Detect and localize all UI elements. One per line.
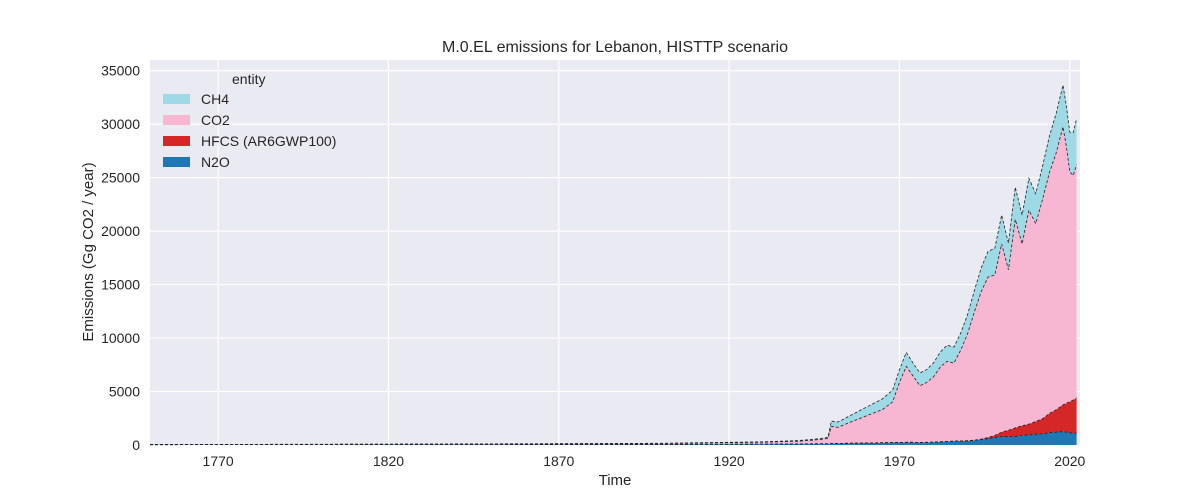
boundary-lines <box>149 85 1077 446</box>
legend: entity CH4 CO2 HFCS (AR6GWP100) N2O <box>163 71 336 170</box>
y-tick-label: 20000 <box>101 223 140 239</box>
y-tick-label: 25000 <box>101 170 140 186</box>
legend-label-ch4: CH4 <box>201 91 229 107</box>
legend-swatch-n2o <box>163 157 190 167</box>
y-tick-label: 0 <box>132 437 140 453</box>
x-tick-label: 1970 <box>884 453 915 469</box>
area-n2o <box>150 431 1077 445</box>
boundary-co2 <box>149 126 1077 445</box>
x-tick-label: 1820 <box>373 453 404 469</box>
y-tick-label: 35000 <box>101 63 140 79</box>
x-tick-label: 1770 <box>203 453 234 469</box>
y-tick-label: 10000 <box>101 330 140 346</box>
stacked-areas <box>150 85 1077 445</box>
boundary-hfcs-ar6gwp100 <box>149 397 1077 446</box>
boundary-ch4 <box>149 85 1077 445</box>
legend-label-n2o: N2O <box>201 154 230 170</box>
legend-label-co2: CO2 <box>201 112 230 128</box>
area-co2 <box>150 126 1077 445</box>
y-tick-labels: 0 5000 10000 15000 20000 25000 30000 35000 <box>101 63 140 453</box>
x-tick-labels: 1770 1820 1870 1920 1970 2020 <box>203 453 1086 469</box>
legend-title: entity <box>232 71 265 87</box>
y-tick-label: 30000 <box>101 116 140 132</box>
chart-title: M.0.EL emissions for Lebanon, HISTTP sce… <box>442 39 788 56</box>
y-tick-label: 15000 <box>101 277 140 293</box>
x-tick-label: 1870 <box>543 453 574 469</box>
y-tick-label: 5000 <box>109 384 140 400</box>
legend-swatch-co2 <box>163 115 190 125</box>
x-axis-title: Time <box>599 472 632 489</box>
legend-swatch-hfcs-ar6gwp100 <box>163 136 190 146</box>
y-axis-title: Emissions (Gg CO2 / year) <box>80 162 97 341</box>
x-tick-label: 2020 <box>1054 453 1085 469</box>
x-tick-label: 1920 <box>714 453 745 469</box>
legend-label-hfcs-ar6gwp100: HFCS (AR6GWP100) <box>201 133 336 149</box>
legend-swatch-ch4 <box>163 94 190 104</box>
